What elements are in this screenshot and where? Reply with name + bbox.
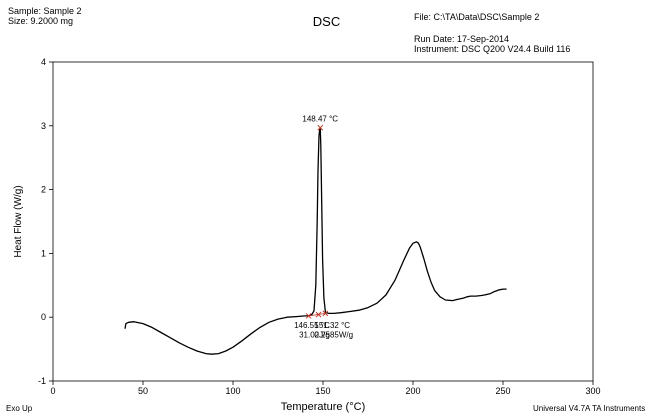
y-tick-label: 1 — [41, 248, 46, 258]
point-marker — [317, 124, 324, 131]
x-tick-label: 0 — [50, 386, 55, 396]
x-tick-label: 150 — [315, 386, 330, 396]
y-tick-label: 0 — [41, 312, 46, 322]
annotation-onset: 146.55 °C — [294, 321, 330, 330]
y-tick-label: 3 — [41, 121, 46, 131]
x-tick-label: 250 — [495, 386, 510, 396]
sample-size: Size: 9.2000 mg — [8, 16, 74, 26]
sample-name: Sample: Sample 2 — [8, 6, 82, 16]
file-path: File: C:\TA\Data\DSC\Sample 2 — [414, 12, 540, 22]
x-axis-label: Temperature (°C) — [281, 401, 365, 413]
x-tick-label: 200 — [405, 386, 420, 396]
annotation-enthalpy: 31.02J/g — [299, 330, 330, 339]
annotation-heat-flow: 0.2585W/g — [314, 330, 353, 339]
software-version: Universal V4.7A TA Instruments — [533, 404, 646, 413]
x-tick-label: 300 — [585, 386, 600, 396]
x-tick-label: 50 — [138, 386, 148, 396]
exo-direction: Exo Up — [6, 404, 33, 413]
y-tick-label: -1 — [38, 376, 46, 386]
chart-plot-area — [124, 124, 507, 355]
y-tick-label: 2 — [41, 185, 46, 195]
x-tick-label: 100 — [225, 386, 240, 396]
annotation-peak-end: 151.32 °C — [314, 321, 350, 330]
instrument-info: Instrument: DSC Q200 V24.4 Build 116 — [414, 44, 571, 54]
integration-baseline — [308, 312, 326, 317]
y-tick-label: 4 — [41, 57, 46, 67]
chart-axes: 0 50 100 150 200 250 300 -1 0 1 2 3 4 Temperature (°C… — [13, 57, 601, 413]
annotation-peak: 148.47 °C — [302, 115, 338, 124]
heat-flow-curve — [124, 127, 507, 355]
chart-title: DSC — [312, 14, 341, 29]
point-marker — [322, 310, 329, 317]
point-marker — [305, 313, 312, 319]
run-date: Run Date: 17-Sep-2014 — [414, 34, 510, 44]
point-marker — [315, 311, 322, 318]
y-axis-label: Heat Flow (W/g) — [13, 185, 24, 257]
